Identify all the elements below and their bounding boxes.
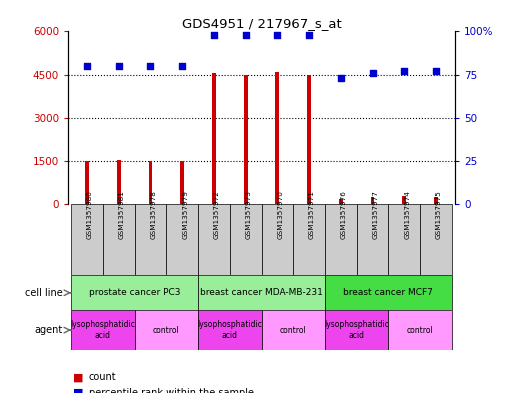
Bar [371,197,374,204]
Text: GSM1357981: GSM1357981 [119,191,125,239]
Bar [262,310,325,350]
Bar [339,198,343,204]
Text: lysophosphatidic
acid: lysophosphatidic acid [197,320,262,340]
Bar [420,204,452,275]
Bar [325,275,452,310]
Text: percentile rank within the sample: percentile rank within the sample [89,388,254,393]
Bar [244,75,247,204]
Text: breast cancer MCF7: breast cancer MCF7 [344,288,434,297]
Text: GSM1357972: GSM1357972 [214,191,220,239]
Title: GDS4951 / 217967_s_at: GDS4951 / 217967_s_at [181,17,342,30]
Bar [357,204,389,275]
Bar [402,196,406,204]
Text: GSM1357977: GSM1357977 [372,191,379,239]
Bar [71,310,134,350]
Text: ■: ■ [73,388,84,393]
Bar [198,310,262,350]
Bar [166,204,198,275]
Point [273,32,281,38]
Bar [134,204,166,275]
Bar [307,75,311,204]
Bar [134,310,198,350]
Bar [262,204,293,275]
Text: breast cancer MDA-MB-231: breast cancer MDA-MB-231 [200,288,323,297]
Bar [149,161,152,204]
Text: agent: agent [35,325,63,335]
Point [432,68,440,74]
Text: GSM1357971: GSM1357971 [309,191,315,239]
Bar [71,204,103,275]
Text: ■: ■ [73,372,84,382]
Text: cell line: cell line [25,288,63,298]
Bar [293,204,325,275]
Point [337,75,345,81]
Point [210,32,218,38]
Text: control: control [407,326,434,334]
Bar [85,161,89,204]
Text: prostate cancer PC3: prostate cancer PC3 [89,288,180,297]
Text: GSM1357970: GSM1357970 [277,191,283,239]
Point [115,63,123,69]
Text: GSM1357976: GSM1357976 [341,191,347,239]
Point [178,63,186,69]
Bar [389,204,420,275]
Bar [103,204,134,275]
Bar [325,310,389,350]
Bar [325,204,357,275]
Text: GSM1357980: GSM1357980 [87,191,93,239]
Bar [117,160,121,204]
Bar [198,204,230,275]
Point [242,32,250,38]
Text: GSM1357978: GSM1357978 [151,191,156,239]
Text: control: control [280,326,306,334]
Text: count: count [89,372,117,382]
Bar [71,275,198,310]
Bar [434,196,438,204]
Text: lysophosphatidic
acid: lysophosphatidic acid [324,320,389,340]
Point [305,32,313,38]
Text: GSM1357975: GSM1357975 [436,191,442,239]
Text: GSM1357974: GSM1357974 [404,191,410,239]
Bar [230,204,262,275]
Bar [276,72,279,204]
Bar [180,161,184,204]
Point [146,63,155,69]
Text: GSM1357979: GSM1357979 [182,191,188,239]
Text: control: control [153,326,180,334]
Text: lysophosphatidic
acid: lysophosphatidic acid [71,320,135,340]
Bar [389,310,452,350]
Point [368,70,377,76]
Text: GSM1357973: GSM1357973 [246,191,252,239]
Bar [212,73,216,204]
Point [83,63,91,69]
Bar [198,275,325,310]
Point [400,68,408,74]
